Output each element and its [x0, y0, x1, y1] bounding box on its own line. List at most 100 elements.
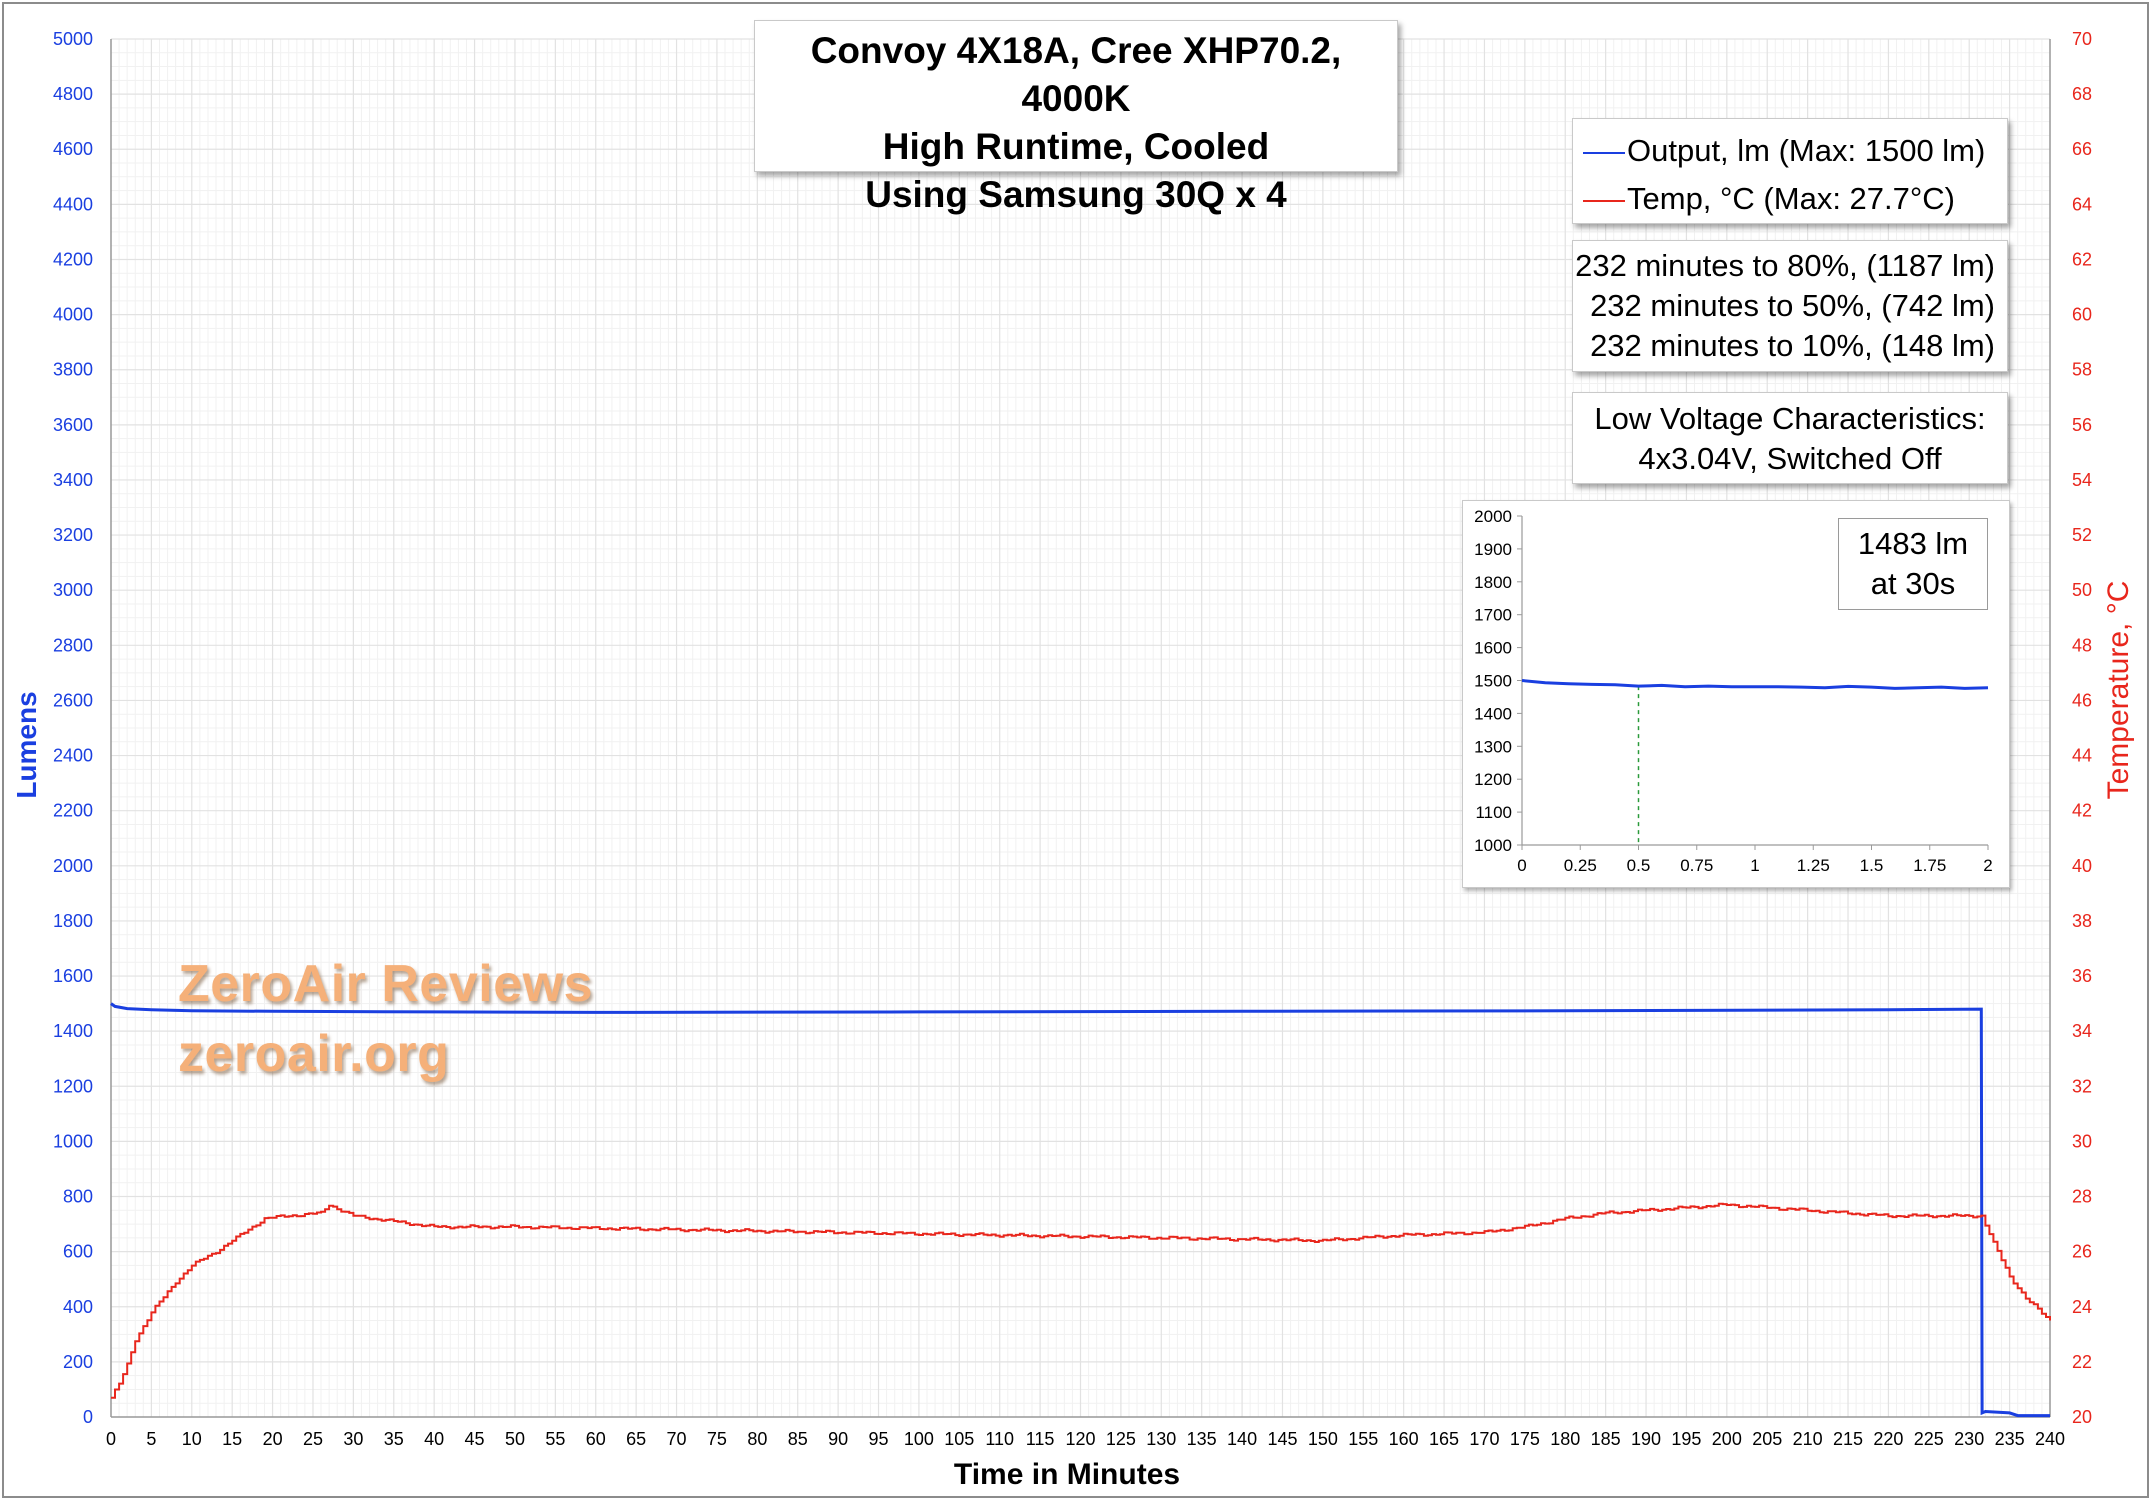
- x-tick-label: 25: [303, 1429, 323, 1449]
- left-tick-label: 400: [63, 1297, 93, 1317]
- x-tick-label: 130: [1146, 1429, 1176, 1449]
- x-tick-label: 30: [343, 1429, 363, 1449]
- legend-item-output: Output, lm (Max: 1500 lm): [1583, 131, 1985, 171]
- left-tick-label: 3400: [53, 470, 93, 490]
- left-tick-label: 1400: [53, 1021, 93, 1041]
- inset-annotation: 1483 lm at 30s: [1838, 518, 1988, 610]
- low-voltage-box: Low Voltage Characteristics: 4x3.04V, Sw…: [1572, 392, 2008, 484]
- legend: Output, lm (Max: 1500 lm) Temp, °C (Max:…: [1572, 118, 2008, 224]
- left-tick-label: 2800: [53, 635, 93, 655]
- runtime-note-80: 232 minutes to 80%, (1187 lm): [1575, 248, 1995, 283]
- left-tick-label: 3800: [53, 360, 93, 380]
- right-axis-ticks: 20 22 24 26 28 30 32 34 36 38 40 42 44 46 48 50 52 54 56 58…: [2072, 29, 2092, 1427]
- right-tick-label: 28: [2072, 1187, 2092, 1207]
- y2-axis-label: Temperature, °C: [2102, 581, 2135, 800]
- x-tick-label: 160: [1389, 1429, 1419, 1449]
- x-tick-label: 75: [707, 1429, 727, 1449]
- right-tick-label: 30: [2072, 1131, 2092, 1151]
- x-tick-label: 230: [1954, 1429, 1984, 1449]
- right-tick-label: 58: [2072, 360, 2092, 380]
- x-tick-label: 105: [944, 1429, 974, 1449]
- x-tick-label: 125: [1106, 1429, 1136, 1449]
- x-tick-label: 210: [1793, 1429, 1823, 1449]
- left-tick-label: 1000: [53, 1131, 93, 1151]
- inset-annotation-line-1: 1483 lm: [1857, 526, 1969, 561]
- left-axis-ticks: 0 200 400 600 800 1000 1200 1400 1600 1800 2000 220…: [53, 29, 93, 1427]
- x-tick-label: 195: [1671, 1429, 1701, 1449]
- x-tick-label: 0: [106, 1429, 116, 1449]
- left-tick-label: 4000: [53, 305, 93, 325]
- right-tick-label: 54: [2072, 470, 2092, 490]
- x-tick-label: 10: [182, 1429, 202, 1449]
- legend-label-output: Output, lm (Max: 1500 lm): [1627, 133, 1986, 168]
- chart-title-line-3: Using Samsung 30Q x 4: [865, 174, 1287, 215]
- x-tick-label: 120: [1065, 1429, 1095, 1449]
- x-tick-label: 175: [1510, 1429, 1540, 1449]
- x-tick-label: 100: [904, 1429, 934, 1449]
- x-tick-label: 50: [505, 1429, 525, 1449]
- x-tick-label: 70: [667, 1429, 687, 1449]
- x-tick-label: 145: [1267, 1429, 1297, 1449]
- legend-item-temp: Temp, °C (Max: 27.7°C): [1583, 179, 1955, 219]
- left-tick-label: 0: [83, 1407, 93, 1427]
- right-tick-label: 56: [2072, 415, 2092, 435]
- right-tick-label: 60: [2072, 305, 2092, 325]
- x-tick-label: 20: [263, 1429, 283, 1449]
- x-tick-label: 55: [545, 1429, 565, 1449]
- x-tick-label: 115: [1026, 1429, 1055, 1449]
- x-tick-label: 110: [985, 1429, 1014, 1449]
- x-tick-label: 220: [1873, 1429, 1903, 1449]
- x-tick-label: 45: [465, 1429, 485, 1449]
- left-tick-label: 2400: [53, 746, 93, 766]
- x-tick-label: 205: [1752, 1429, 1782, 1449]
- x-tick-label: 180: [1550, 1429, 1580, 1449]
- left-tick-label: 3000: [53, 580, 93, 600]
- x-tick-label: 60: [586, 1429, 606, 1449]
- x-tick-label: 235: [1995, 1429, 2025, 1449]
- left-tick-label: 2000: [53, 856, 93, 876]
- x-tick-label: 95: [869, 1429, 889, 1449]
- right-tick-label: 20: [2072, 1407, 2092, 1427]
- right-tick-label: 34: [2072, 1021, 2092, 1041]
- x-tick-label: 190: [1631, 1429, 1661, 1449]
- right-tick-label: 32: [2072, 1076, 2092, 1096]
- watermark-title: ZeroAir Reviews: [178, 955, 593, 1013]
- axes: [110, 39, 2051, 1418]
- x-tick-label: 150: [1308, 1429, 1338, 1449]
- right-tick-label: 52: [2072, 525, 2092, 545]
- left-tick-label: 600: [63, 1242, 93, 1262]
- right-tick-label: 26: [2072, 1242, 2092, 1262]
- x-tick-label: 240: [2035, 1429, 2065, 1449]
- x-tick-label: 90: [828, 1429, 848, 1449]
- right-tick-label: 48: [2072, 635, 2092, 655]
- x-axis-ticks: 0 5 10 15 20 25 30 35 40 45 50 55 60 65 70 75 80 85 90 95 10…: [106, 1429, 2065, 1449]
- right-tick-label: 36: [2072, 966, 2092, 986]
- series-line-output: [110, 1002, 2050, 1418]
- right-tick-label: 38: [2072, 911, 2092, 931]
- right-tick-label: 66: [2072, 139, 2092, 159]
- runtime-notes-box: 232 minutes to 80%, (1187 lm) 232 minute…: [1572, 240, 2008, 372]
- left-tick-label: 4800: [53, 84, 93, 104]
- left-tick-label: 5000: [53, 29, 93, 49]
- x-tick-label: 135: [1187, 1429, 1217, 1449]
- left-tick-label: 3200: [53, 525, 93, 545]
- x-tick-label: 170: [1469, 1429, 1499, 1449]
- right-tick-label: 24: [2072, 1297, 2092, 1317]
- left-tick-label: 2600: [53, 690, 93, 710]
- x-tick-label: 80: [747, 1429, 767, 1449]
- x-tick-label: 165: [1429, 1429, 1459, 1449]
- left-tick-label: 800: [63, 1187, 93, 1207]
- chart-title-line-1: Convoy 4X18A, Cree XHP70.2, 4000K: [810, 30, 1342, 119]
- left-tick-label: 4600: [53, 139, 93, 159]
- x-tick-label: 215: [1833, 1429, 1863, 1449]
- left-tick-label: 4200: [53, 249, 93, 269]
- left-tick-label: 1800: [53, 911, 93, 931]
- legend-label-temp: Temp, °C (Max: 27.7°C): [1627, 181, 1955, 216]
- left-tick-label: 1600: [53, 966, 93, 986]
- x-tick-label: 5: [146, 1429, 156, 1449]
- right-tick-label: 68: [2072, 84, 2092, 104]
- left-tick-label: 4400: [53, 194, 93, 214]
- x-tick-label: 225: [1914, 1429, 1944, 1449]
- runtime-note-10: 232 minutes to 10%, (148 lm): [1590, 328, 1995, 363]
- x-tick-label: 40: [424, 1429, 444, 1449]
